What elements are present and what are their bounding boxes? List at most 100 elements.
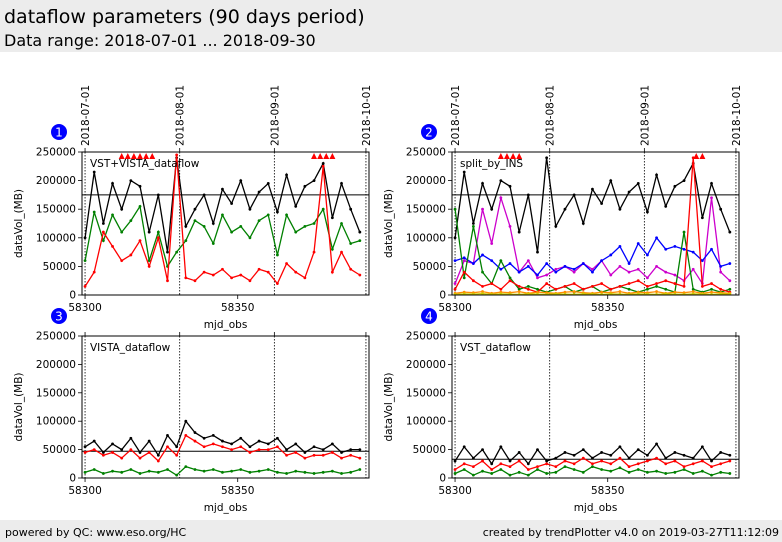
data-point bbox=[673, 459, 677, 463]
panel-label: VST_dataflow bbox=[460, 342, 531, 354]
data-point bbox=[563, 459, 567, 463]
data-point bbox=[655, 469, 658, 473]
data-point bbox=[340, 182, 343, 185]
data-point bbox=[664, 279, 668, 283]
data-point bbox=[358, 456, 362, 460]
data-point bbox=[673, 282, 677, 285]
data-point bbox=[664, 204, 668, 208]
data-point bbox=[728, 287, 732, 291]
data-point bbox=[673, 470, 677, 474]
data-point bbox=[276, 282, 279, 285]
data-point bbox=[358, 239, 362, 243]
data-point bbox=[285, 472, 288, 475]
data-point bbox=[581, 222, 585, 225]
data-point bbox=[554, 465, 558, 469]
data-point bbox=[453, 468, 457, 471]
data-point bbox=[682, 179, 686, 183]
data-point bbox=[728, 453, 732, 457]
data-point bbox=[545, 282, 549, 285]
data-point bbox=[609, 462, 613, 466]
data-point bbox=[462, 468, 466, 471]
data-point bbox=[471, 465, 475, 469]
data-point bbox=[719, 207, 723, 211]
series-group bbox=[83, 419, 362, 477]
data-point bbox=[627, 470, 631, 474]
data-point bbox=[92, 439, 96, 443]
panel-badge-number: 1 bbox=[55, 126, 63, 140]
data-point bbox=[581, 470, 585, 474]
data-point bbox=[728, 262, 732, 265]
data-point bbox=[340, 456, 343, 460]
data-point bbox=[536, 250, 539, 254]
y-tick-label: 50000 bbox=[413, 444, 446, 456]
data-point bbox=[536, 273, 539, 277]
data-point bbox=[312, 453, 316, 457]
data-point bbox=[239, 179, 243, 183]
data-point bbox=[554, 270, 558, 274]
data-point bbox=[92, 270, 96, 274]
page-title: dataflow parameters (90 days period) bbox=[4, 6, 365, 28]
data-point bbox=[636, 468, 640, 471]
data-point bbox=[294, 230, 298, 234]
data-point bbox=[710, 182, 713, 185]
data-point bbox=[490, 242, 494, 245]
data-point bbox=[175, 153, 179, 157]
top-marker bbox=[699, 153, 706, 159]
data-point bbox=[462, 276, 466, 280]
data-point bbox=[166, 445, 169, 449]
data-point bbox=[618, 265, 622, 268]
x-tick-label: 58350 bbox=[221, 302, 254, 314]
data-point bbox=[499, 259, 503, 263]
data-point bbox=[719, 270, 723, 274]
top-marker bbox=[323, 153, 330, 159]
data-point bbox=[499, 292, 503, 295]
data-point bbox=[303, 276, 307, 280]
data-point bbox=[221, 439, 224, 443]
data-point bbox=[508, 276, 512, 280]
data-point bbox=[266, 448, 270, 451]
data-point bbox=[330, 270, 334, 274]
x-tick-label: 58300 bbox=[68, 302, 101, 314]
data-point bbox=[691, 290, 695, 293]
data-point bbox=[508, 473, 512, 477]
data-point bbox=[646, 453, 649, 457]
data-point bbox=[462, 259, 466, 263]
data-point bbox=[517, 459, 521, 463]
data-point bbox=[481, 459, 484, 463]
data-point bbox=[591, 267, 594, 271]
top-marker bbox=[149, 153, 156, 159]
data-point bbox=[728, 292, 732, 295]
panel-badge-number: 4 bbox=[425, 310, 433, 324]
data-point bbox=[581, 262, 585, 265]
data-point bbox=[349, 470, 353, 474]
data-point bbox=[627, 190, 631, 194]
x-axis-label: mjd_obs bbox=[204, 502, 248, 514]
data-point bbox=[636, 448, 640, 451]
data-point bbox=[481, 448, 484, 451]
data-point bbox=[517, 285, 521, 288]
data-point bbox=[646, 253, 649, 257]
data-point bbox=[312, 222, 316, 225]
data-point bbox=[312, 250, 316, 254]
data-point bbox=[147, 469, 151, 473]
data-point bbox=[330, 247, 334, 251]
data-point bbox=[193, 439, 197, 443]
date-marker-label: 2018-10-01 bbox=[731, 85, 743, 146]
data-point bbox=[710, 290, 713, 294]
data-point bbox=[691, 267, 695, 271]
y-tick-label: 50000 bbox=[43, 261, 76, 273]
y-axis-label: dataVol_(MB) bbox=[383, 372, 395, 441]
data-point bbox=[101, 239, 105, 243]
data-point bbox=[184, 419, 188, 423]
data-point bbox=[655, 290, 658, 293]
date-marker-label: 2018-10-01 bbox=[361, 85, 373, 146]
data-point bbox=[490, 207, 494, 211]
x-tick-label: 58350 bbox=[591, 302, 624, 314]
data-point bbox=[462, 256, 466, 260]
data-point bbox=[101, 222, 105, 225]
data-point bbox=[700, 292, 704, 295]
data-point bbox=[294, 451, 298, 454]
data-point bbox=[83, 445, 87, 449]
data-point bbox=[211, 242, 215, 245]
